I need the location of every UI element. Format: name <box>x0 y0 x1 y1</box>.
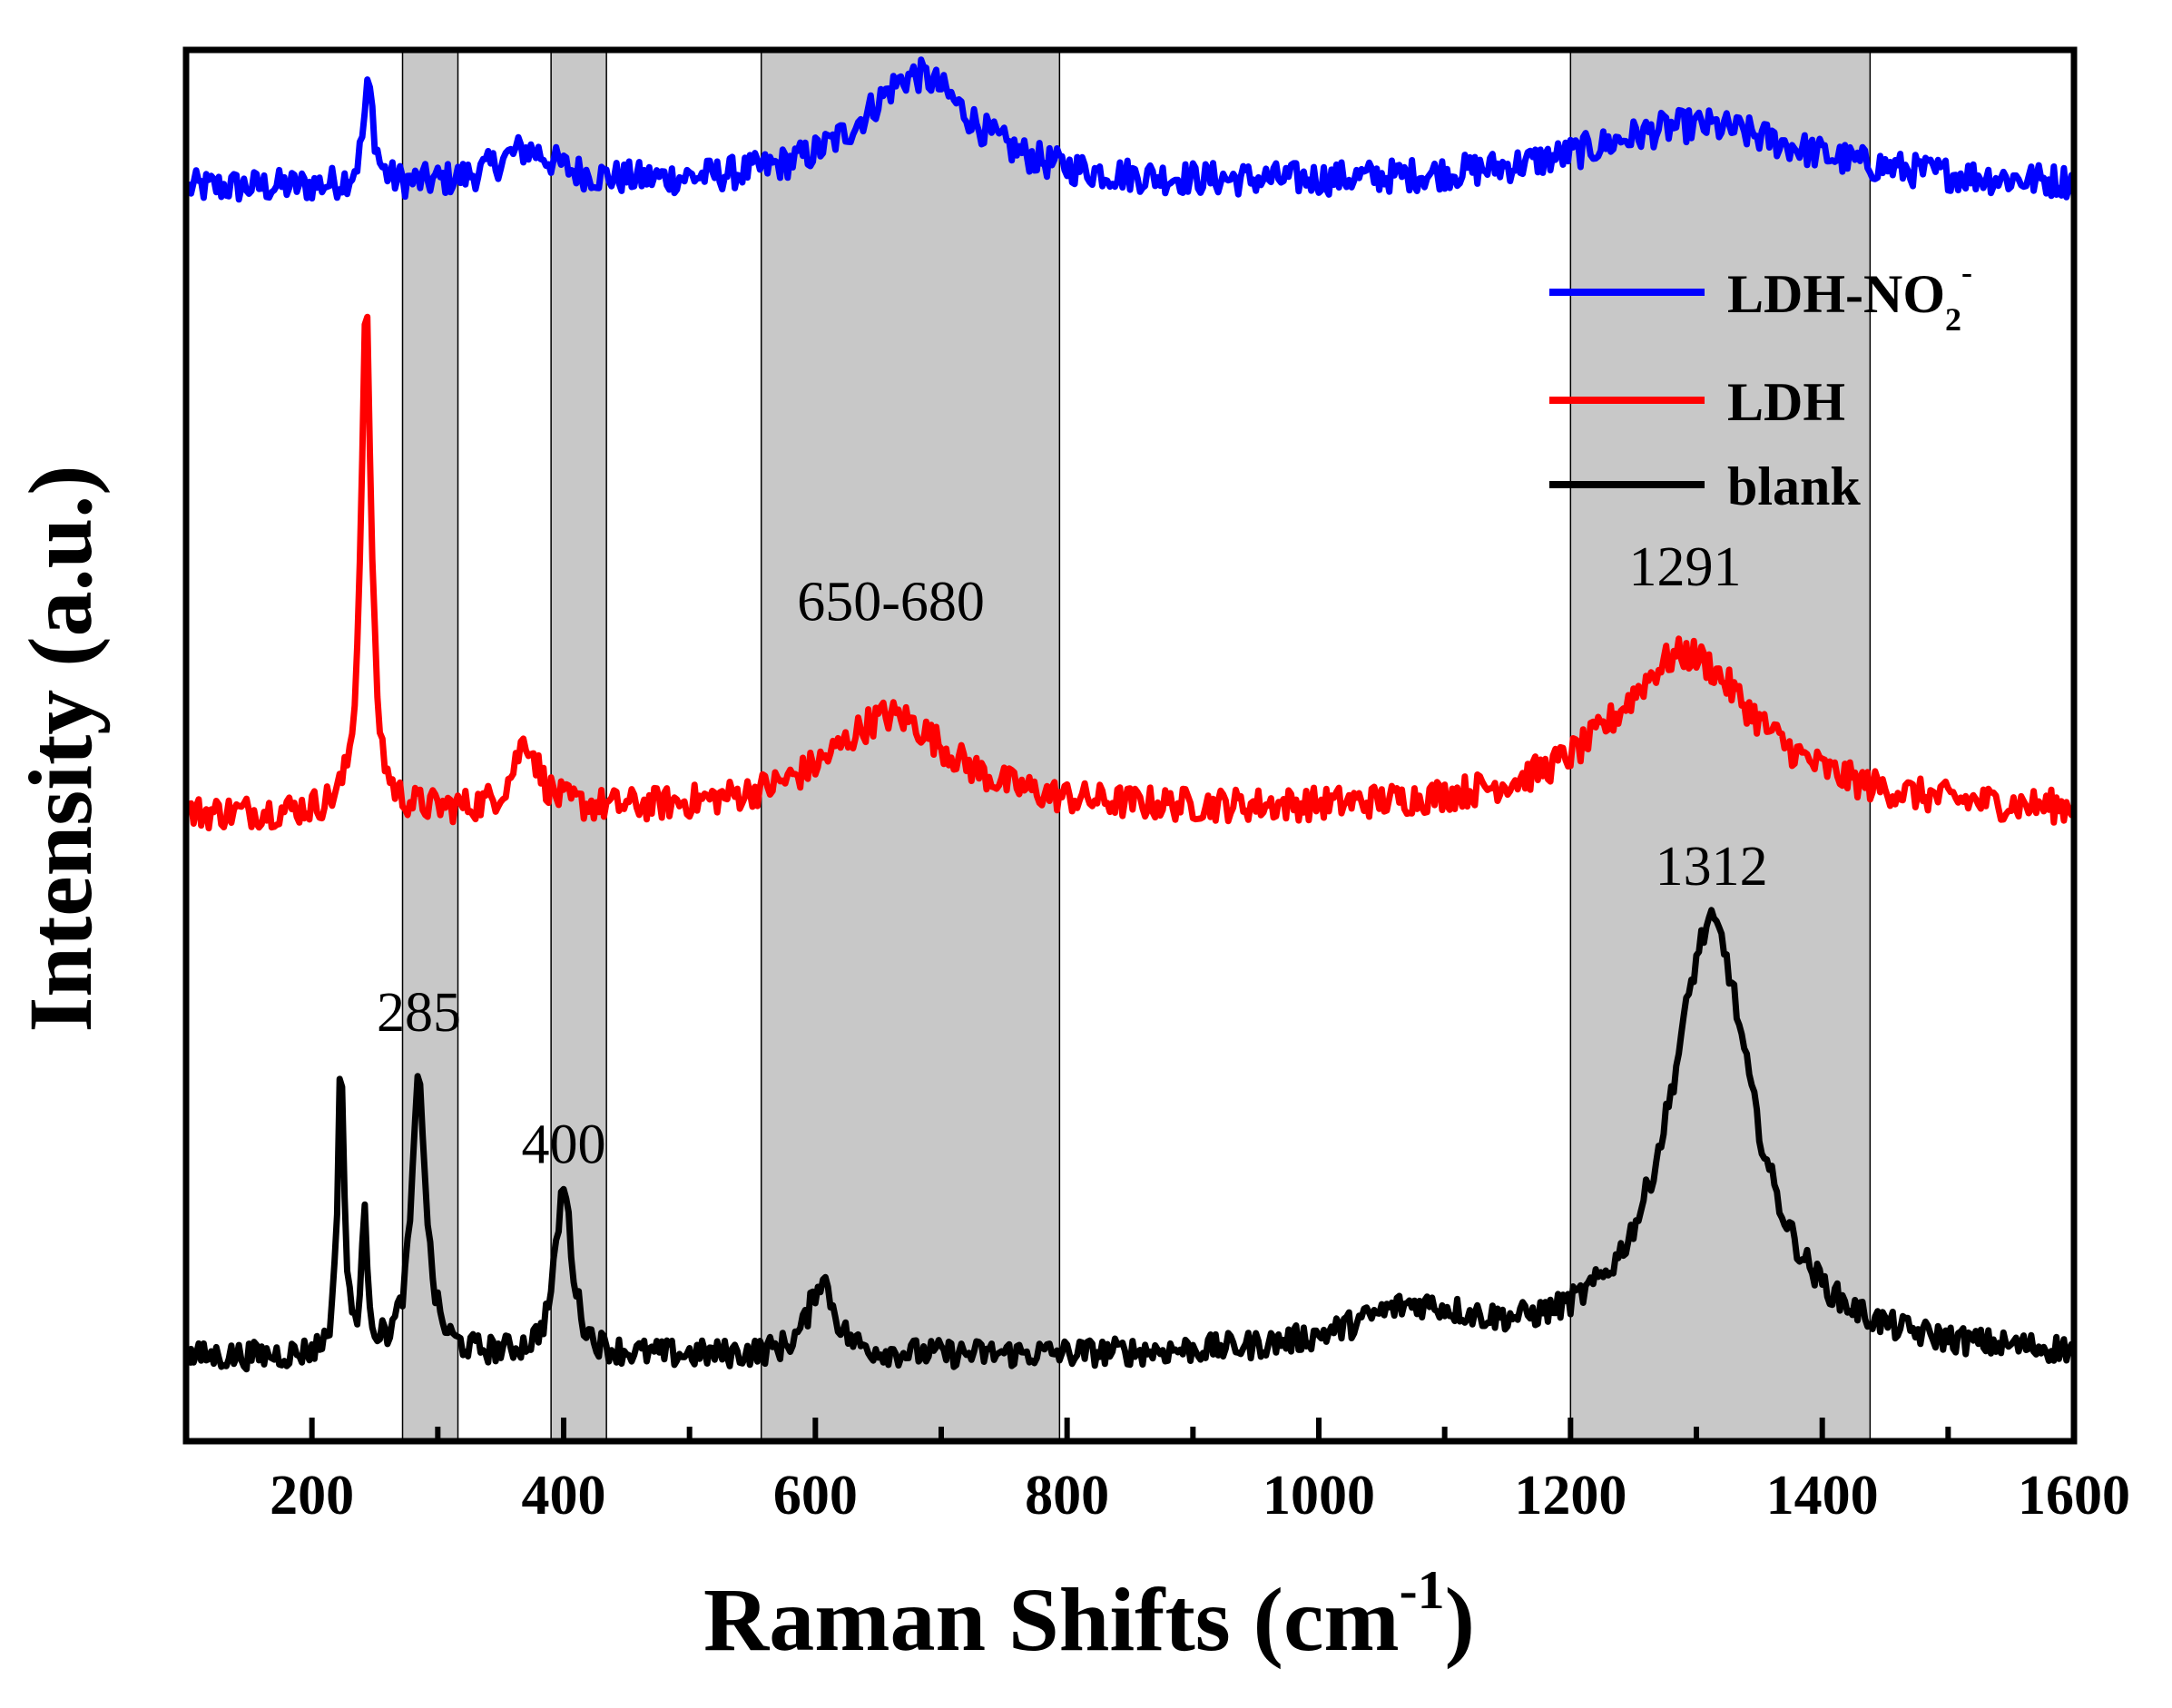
shaded-bands <box>401 49 1872 1442</box>
legend-label-ldh: LDH <box>1727 372 1845 432</box>
x-tick-label-800: 800 <box>1025 1465 1109 1526</box>
x-tick-label-400: 400 <box>522 1465 606 1526</box>
annotation-1291: 1291 <box>1629 536 1742 598</box>
shaded-band-2 <box>760 49 1061 1442</box>
y-axis-title: Intensity (a.u.) <box>10 465 111 1032</box>
x-tick-label-1600: 1600 <box>2018 1465 2130 1526</box>
annotation-400: 400 <box>522 1114 606 1175</box>
legend-label-ldh-no2: LDH-NO2- <box>1727 254 1972 338</box>
x-tick-label-1000: 1000 <box>1263 1465 1375 1526</box>
x-axis-title: Raman Shifts (cm-1) <box>703 1560 1475 1670</box>
x-tick-label-200: 200 <box>270 1465 354 1526</box>
legend-label-blank: blank <box>1727 456 1861 516</box>
series-line-blank <box>185 907 2078 1373</box>
legend-ldh-no2-sub: 2 <box>1945 301 1961 338</box>
annotation-1312: 1312 <box>1656 836 1768 898</box>
x-axis-ticks: 200 400 600 800 1000 1200 1400 1600 <box>270 1418 2130 1526</box>
x-tick-label-1400: 1400 <box>1766 1465 1879 1526</box>
series-line-ldh <box>185 313 2076 832</box>
x-tick-label-600: 600 <box>773 1465 858 1526</box>
shaded-band-3 <box>1569 49 1872 1442</box>
plot-frame <box>182 46 2078 1445</box>
x-axis-title-close: ) <box>1445 1569 1475 1670</box>
legend: LDH-NO2- LDH blank <box>1549 254 1972 516</box>
peak-annotations: 1291 650-680 1312 285 400 <box>377 536 1768 1175</box>
legend-ldh-no2-main: LDH-NO <box>1727 264 1945 324</box>
spectra <box>185 56 2078 1373</box>
legend-ldh-no2-sup: - <box>1961 254 1972 290</box>
series-line-ldh-no <box>185 56 2078 203</box>
annotation-650-680: 650-680 <box>797 572 985 633</box>
x-tick-label-1200: 1200 <box>1514 1465 1627 1526</box>
annotation-285: 285 <box>377 982 461 1044</box>
x-axis-title-main: Raman Shifts (cm <box>703 1569 1400 1670</box>
x-axis-title-sup: -1 <box>1400 1560 1445 1620</box>
